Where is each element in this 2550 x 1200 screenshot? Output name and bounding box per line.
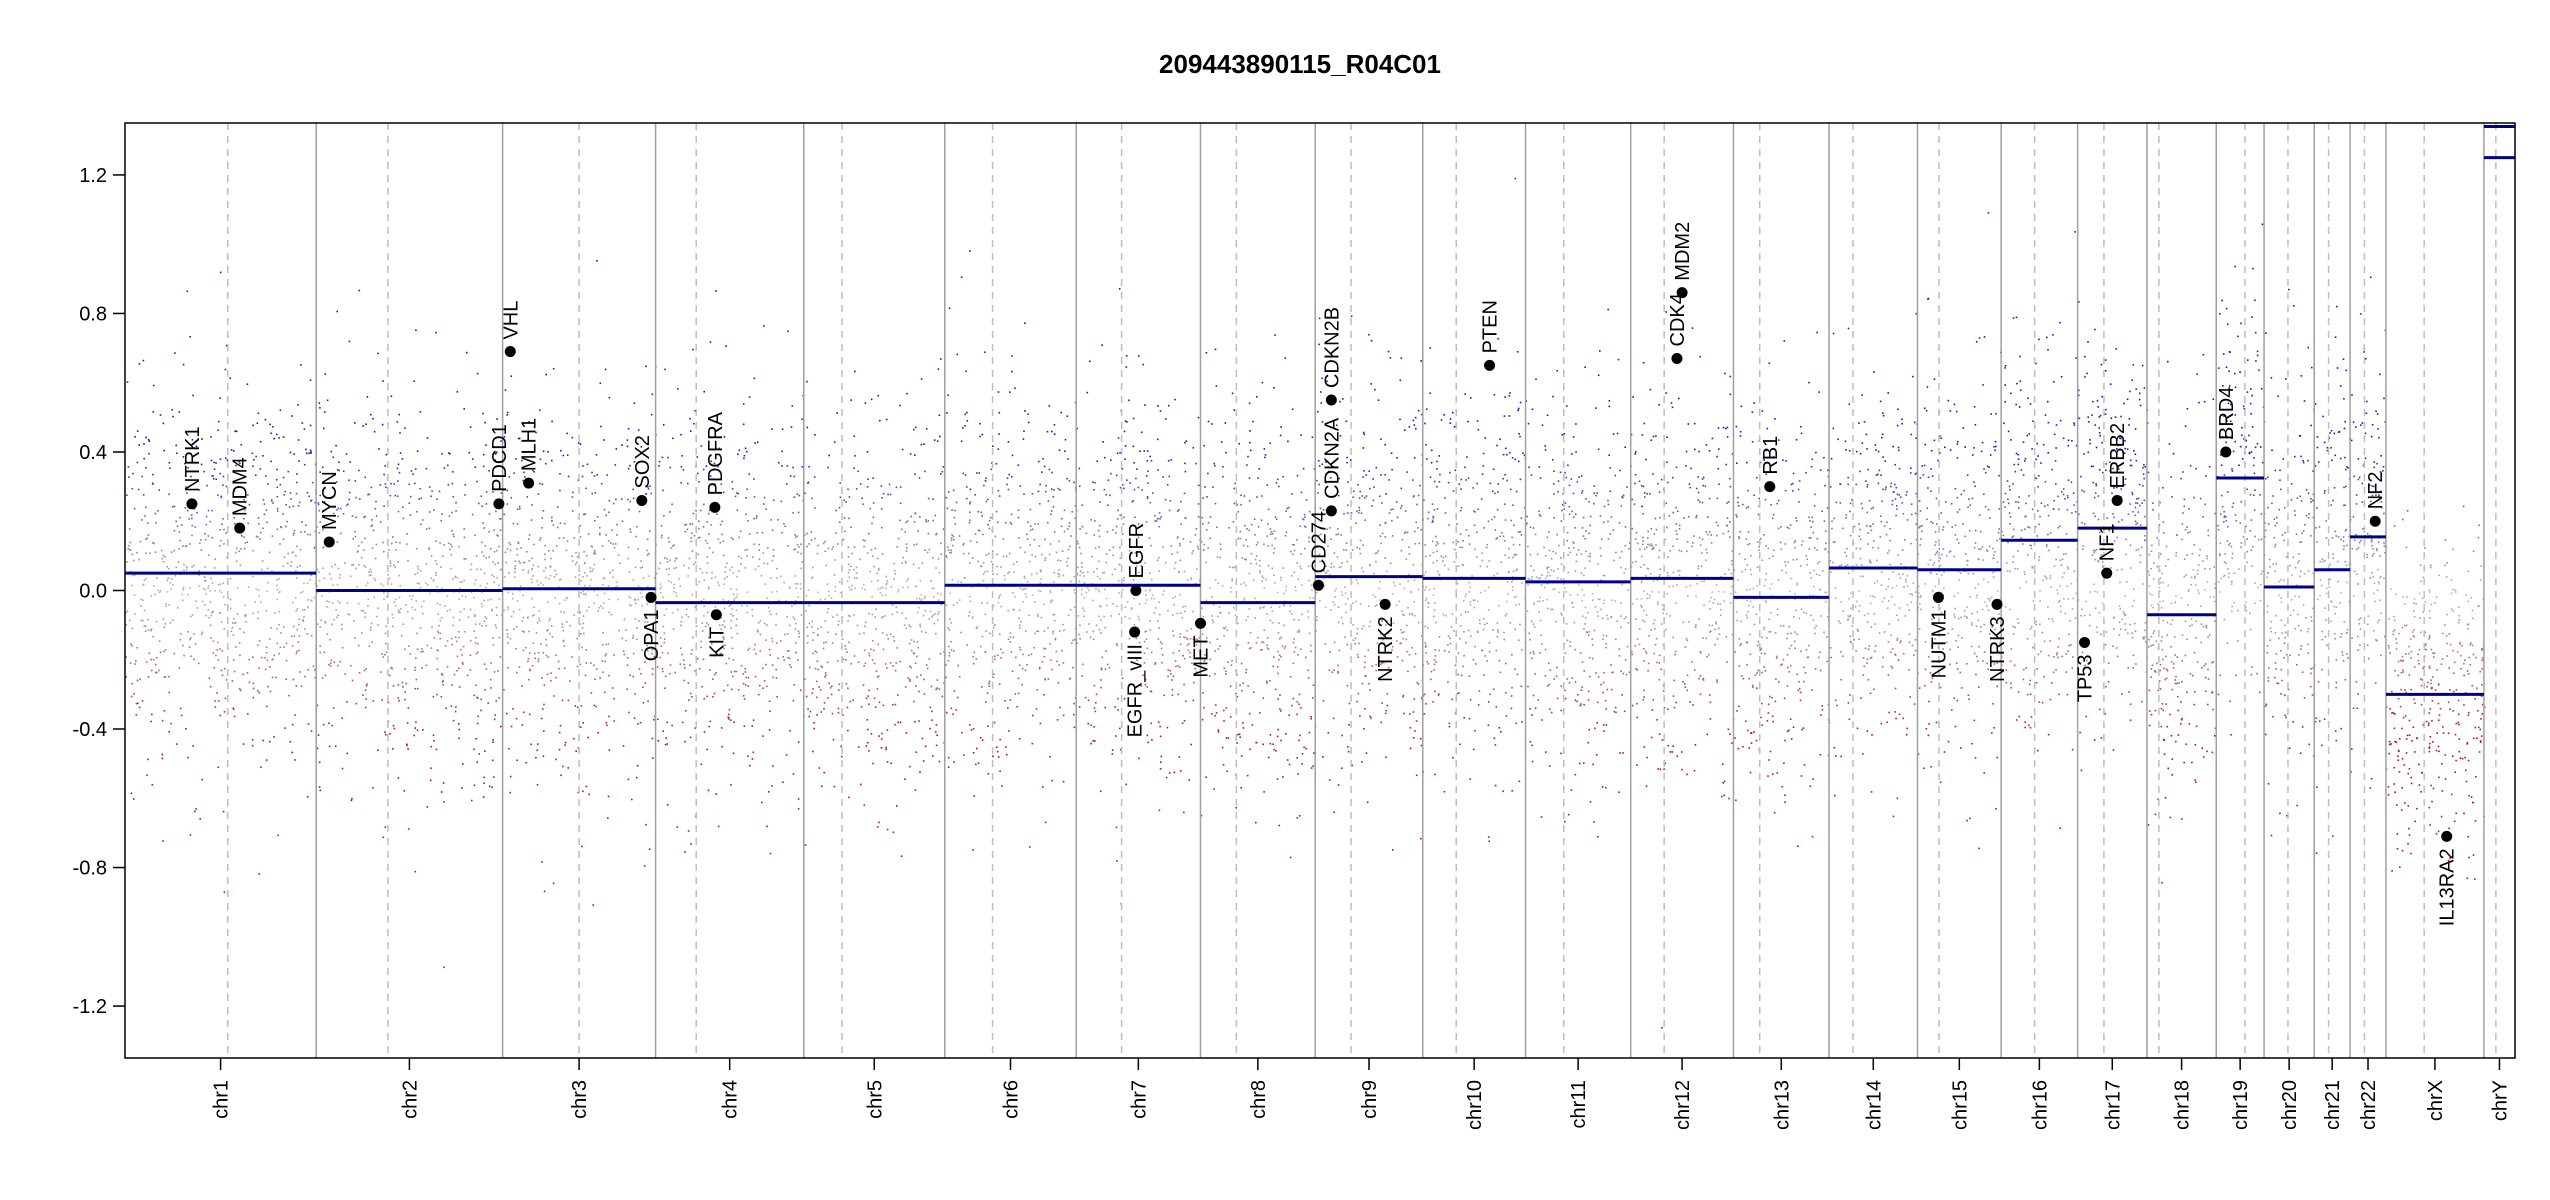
gene-label: MDM4: [230, 457, 252, 516]
gene-label: RB1: [1760, 436, 1782, 475]
gene-point: [1379, 598, 1391, 610]
gene-point: [1671, 352, 1683, 364]
gene-label: IL13RA2: [2437, 848, 2459, 926]
gene-label: MDM2: [1672, 222, 1694, 281]
chart-title: 209443890115_R04C01: [1159, 49, 1441, 79]
gene-label: PDCD1: [489, 424, 511, 492]
gene-label: CD274: [1308, 511, 1330, 573]
gene-point: [1325, 505, 1337, 517]
chromosome-label: chr17: [2102, 1080, 2124, 1130]
gene-label: PDGFRA: [705, 411, 727, 495]
y-tick-label: 0.8: [79, 303, 107, 325]
gene-point: [1312, 579, 1324, 591]
gene-point: [1676, 287, 1688, 299]
gene-point: [1195, 617, 1206, 629]
chromosome-label: chr18: [2172, 1080, 2194, 1130]
chromosome-dividers: [227, 123, 2497, 1058]
gene-point: [493, 498, 505, 510]
chromosome-label: chr12: [1672, 1080, 1694, 1130]
gene-label: CDK4: [1667, 293, 1689, 346]
y-tick-label: -0.8: [73, 858, 107, 880]
gene-label: CDKN2B: [1321, 307, 1343, 388]
chromosome-label: chr1: [211, 1080, 233, 1119]
chromosome-label: chr10: [1464, 1080, 1486, 1130]
gene-point: [1130, 585, 1142, 596]
probe-points: [125, 177, 2486, 1029]
gene-label: NUTM1: [1928, 609, 1950, 678]
gene-label: SOX2: [632, 435, 654, 488]
y-tick-label: 1.2: [79, 165, 107, 187]
gene-label: BRD4: [2216, 387, 2238, 440]
gene-label: MLH1: [519, 418, 541, 471]
chromosome-label: chr6: [1000, 1080, 1022, 1119]
gene-markers: NTRK1 MDM4 MYCN PDCD1 VHL MLH1 SOX2 OPA1 PDGFRA K…: [182, 222, 2459, 926]
gene-label: NF1: [2097, 523, 2119, 561]
gene-label: EGFR: [1126, 523, 1148, 579]
gene-point: [636, 494, 648, 506]
gene-label: TP53: [2075, 654, 2097, 702]
y-tick-label: 0.4: [79, 442, 107, 464]
gene-label: ERBB2: [2107, 423, 2129, 489]
gene-point: [523, 477, 535, 489]
gene-point: [186, 498, 198, 510]
gene-label: MET: [1191, 635, 1213, 677]
chromosome-label: chr11: [1568, 1080, 1590, 1129]
gene-label: NTRK1: [182, 426, 204, 492]
chromosome-label: chr3: [569, 1080, 591, 1119]
y-tick-label: 0.0: [79, 581, 107, 603]
gene-point: [709, 501, 721, 513]
gene-point: [710, 609, 722, 621]
chromosome-label: chr13: [1771, 1080, 1793, 1130]
chromosome-label: chr20: [2279, 1080, 2301, 1130]
gene-point: [1129, 626, 1141, 638]
gene-point: [2111, 494, 2123, 506]
gene-label: CDKN2A: [1321, 417, 1343, 499]
gene-point: [645, 591, 657, 603]
chromosome-label: chr9: [1359, 1080, 1381, 1119]
y-tick-label: -1.2: [73, 996, 107, 1018]
chromosome-label: chr16: [2029, 1080, 2051, 1130]
chromosome-label: chr15: [1949, 1080, 1971, 1130]
y-tick-label: -0.4: [73, 719, 107, 741]
gene-label: KIT: [706, 627, 728, 658]
gene-label: VHL: [500, 301, 522, 340]
gene-point: [1991, 598, 2003, 610]
gene-label: NF2: [2365, 471, 2387, 509]
gene-label: OPA1: [641, 609, 663, 661]
gene-point: [2369, 515, 2381, 527]
x-axis: chr1 chr2 chr3 chr4 chr5 chr6 chr7 chr8 chr9 chr1…: [211, 1058, 2511, 1130]
gene-label: EGFR_vIII: [1125, 644, 1147, 737]
gene-point: [2220, 446, 2232, 458]
chromosome-label: chrX: [2425, 1080, 2447, 1121]
gene-point: [234, 522, 246, 534]
chromosome-label: chr21: [2322, 1080, 2344, 1130]
chromosome-label: chr19: [2230, 1080, 2252, 1130]
chromosome-label: chr4: [720, 1080, 742, 1119]
gene-label: NTRK3: [1987, 616, 2009, 682]
chromosome-label: chr14: [1863, 1080, 1885, 1130]
gene-point: [323, 536, 335, 548]
gene-point: [2101, 567, 2113, 579]
y-axis: -1.2 -0.8 -0.4 0.0 0.4 0.8 1.2: [73, 165, 125, 1018]
chromosome-label: chr7: [1128, 1080, 1150, 1119]
gene-point: [1764, 481, 1776, 493]
gene-point: [2079, 636, 2091, 648]
gene-point: [504, 346, 516, 358]
gene-label: NTRK2: [1375, 616, 1397, 682]
gene-label: PTEN: [1480, 300, 1502, 353]
chromosome-label: chrY: [2489, 1080, 2511, 1121]
segment-lines: [125, 124, 2515, 696]
chromosome-label: chr2: [399, 1080, 421, 1119]
chromosome-label: chr22: [2358, 1080, 2380, 1130]
gene-point: [1484, 359, 1496, 371]
chromosome-label: chr8: [1248, 1080, 1270, 1119]
gene-point: [2441, 830, 2453, 842]
chromosome-label: chr5: [864, 1080, 886, 1119]
gene-label: MYCN: [319, 471, 341, 530]
gene-point: [1932, 591, 1944, 603]
gene-point: [1325, 394, 1337, 406]
